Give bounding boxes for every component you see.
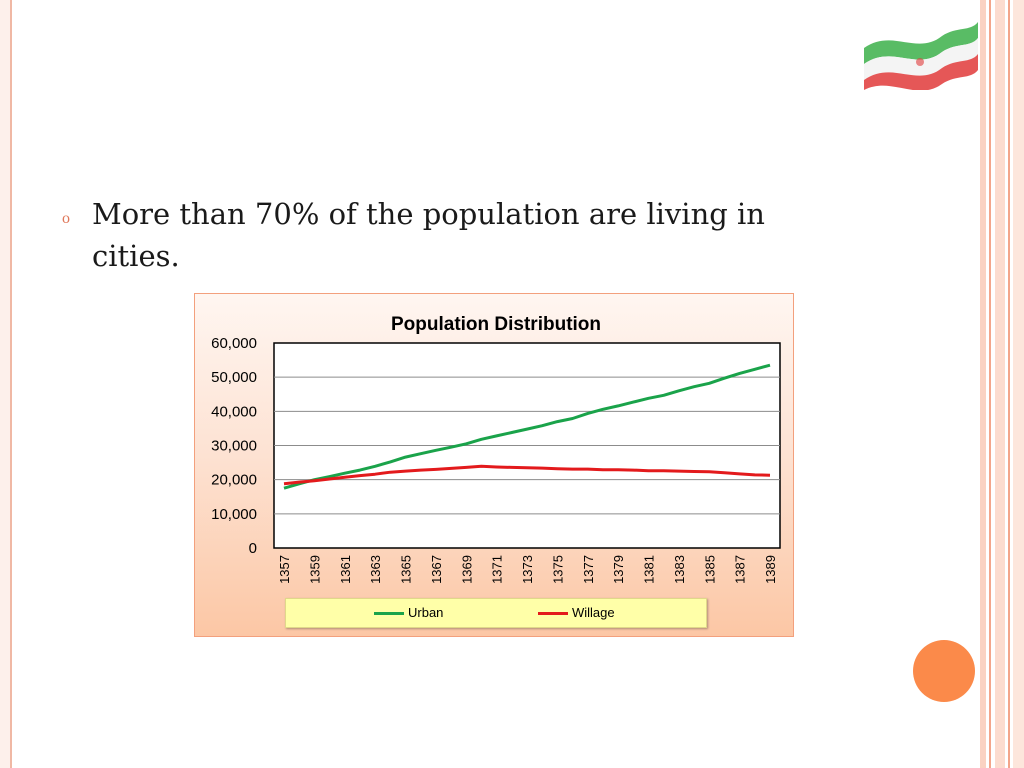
y-tick-label: 0: [249, 540, 257, 557]
legend-swatch-urban: [374, 612, 404, 616]
decor-stripe: [989, 0, 991, 768]
legend-swatch-willage: [538, 612, 568, 616]
x-tick-label: 1357: [277, 555, 292, 584]
x-tick-label: 1373: [520, 555, 535, 584]
slide-left-border: [0, 0, 12, 768]
x-tick-label: 1381: [642, 555, 657, 584]
x-tick-label: 1361: [338, 555, 353, 584]
decor-stripe: [995, 0, 1005, 768]
legend-label-urban: Urban: [408, 605, 444, 620]
line-chart: Population Distribution 0 10,000 20,000 30,…: [211, 314, 781, 584]
y-tick-label: 30,000: [211, 438, 257, 455]
x-tick-label: 1363: [368, 555, 383, 584]
bullet-marker: o: [62, 210, 70, 227]
iran-flag-icon: [864, 22, 978, 90]
legend-label-willage: Willage: [572, 605, 615, 620]
x-tick-label: 1377: [581, 555, 596, 584]
series-lines: [283, 363, 771, 490]
grid-lines: [274, 376, 780, 515]
decor-stripe: [980, 0, 986, 768]
x-tick-label: 1375: [550, 555, 565, 584]
x-tick-label: 1367: [429, 555, 444, 584]
y-tick-label: 40,000: [211, 403, 257, 420]
x-tick-label: 1383: [672, 555, 687, 584]
x-axis-ticks: 1357 1359 1361 1363 1365 1367 1369 1371 1373 1375…: [277, 555, 778, 584]
x-tick-label: 1365: [399, 555, 414, 584]
series-line-urban: [283, 363, 771, 490]
y-tick-label: 20,000: [211, 472, 257, 489]
decor-stripe: [1008, 0, 1010, 768]
chart-area: Population Distribution 0 10,000 20,000 30,…: [194, 293, 794, 637]
legend-item-urban: Urban: [374, 605, 443, 620]
x-tick-label: 1379: [611, 555, 626, 584]
slide-body-text: More than 70% of the population are livi…: [92, 197, 765, 273]
y-tick-label: 10,000: [211, 506, 257, 523]
chart-title: Population Distribution: [391, 314, 601, 335]
x-tick-label: 1387: [733, 555, 748, 584]
decorative-circle: [913, 640, 975, 702]
legend-item-willage: Willage: [538, 605, 615, 620]
x-tick-label: 1389: [763, 555, 778, 584]
chart-legend: Urban Willage: [285, 598, 707, 628]
x-tick-label: 1385: [702, 555, 717, 584]
x-tick-label: 1359: [307, 555, 322, 584]
series-line-willage: [283, 464, 771, 486]
y-tick-label: 50,000: [211, 369, 257, 386]
y-tick-label: 60,000: [211, 335, 257, 352]
decor-stripe: [1013, 0, 1024, 768]
y-axis-ticks: 0 10,000 20,000 30,000 40,000 50,000 60,000: [211, 335, 257, 557]
x-tick-label: 1371: [490, 555, 505, 584]
x-tick-label: 1369: [459, 555, 474, 584]
